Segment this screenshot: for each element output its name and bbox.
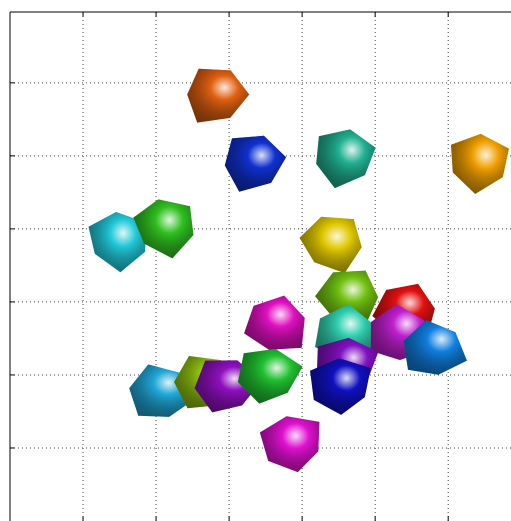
shape <box>187 69 249 123</box>
shape <box>300 217 362 273</box>
page: (() => { const data = JSON.parse(documen… <box>0 0 511 521</box>
point <box>187 69 249 123</box>
shape <box>225 136 286 192</box>
marks <box>89 69 509 472</box>
grid <box>10 12 511 521</box>
shape <box>260 416 320 472</box>
point <box>225 136 286 192</box>
chart <box>0 0 511 521</box>
point <box>316 129 375 188</box>
point <box>260 416 320 472</box>
shape <box>451 134 509 194</box>
shape <box>316 129 375 188</box>
point <box>244 296 305 350</box>
shape <box>244 296 305 350</box>
point <box>451 134 509 194</box>
point <box>300 217 362 273</box>
